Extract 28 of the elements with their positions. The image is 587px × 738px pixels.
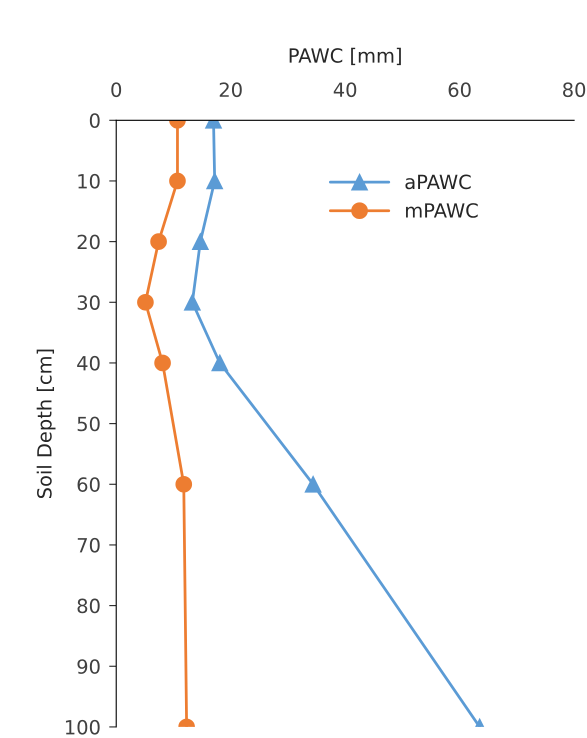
point [150,233,167,250]
y-tick-label: 50 [78,416,100,432]
y-tick-label: 20 [78,234,100,250]
y-tick-label: 100 [66,720,100,735]
x-tick-label: 0 [111,82,122,98]
x-tick-label: 20 [220,82,242,98]
point [137,294,154,311]
legend-label: aPAWC [405,174,471,190]
y-tick-label: 80 [78,598,100,614]
y-tick-label: 30 [78,295,100,310]
y-tick-label: 60 [78,477,100,492]
y-tick-label: 70 [78,538,100,553]
point [184,294,201,311]
point [154,354,171,372]
x-tick-label: 80 [563,82,586,98]
legend-label: mPAWC [406,203,478,218]
x-axis-title: PAWC [mm] [290,48,401,66]
point [211,354,228,372]
y-axis-title: Soil Depth [cm] [36,350,56,498]
y-tick-label: 40 [77,356,100,371]
x-tick-label: 60 [448,82,471,98]
point [169,172,186,190]
y-tick-label: 90 [77,659,100,674]
y-tick-label: 0 [90,113,100,128]
point [192,233,209,250]
point [206,172,223,190]
y-tick-label: 10 [78,174,100,189]
x-tick-label: 40 [334,82,356,98]
